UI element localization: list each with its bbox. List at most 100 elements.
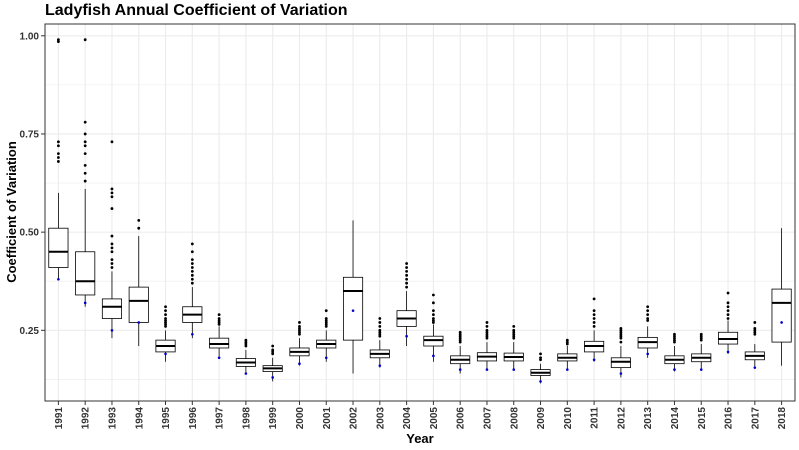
outlier-point: [110, 140, 114, 144]
x-tick-label: 2002: [349, 407, 360, 430]
outlier-point: [137, 226, 141, 230]
outlier-point: [619, 336, 623, 340]
outlier-point: [619, 330, 623, 334]
outlier-point: [405, 281, 409, 285]
box-2006: [450, 330, 471, 374]
outlier-point: [83, 163, 87, 167]
outlier-point: [244, 342, 248, 346]
outlier-point: [673, 338, 676, 342]
box-2015: [691, 332, 712, 371]
mean-point: [351, 309, 355, 312]
mean-point: [271, 376, 274, 379]
box-1996: [182, 242, 203, 339]
outlier-point: [512, 332, 516, 336]
box-2013: [637, 305, 658, 358]
outlier-point: [271, 350, 275, 354]
outlier-point: [83, 152, 87, 155]
outlier-point: [753, 326, 757, 330]
outlier-point: [592, 313, 596, 317]
outlier-point: [539, 352, 542, 356]
y-tick-label: 0.25: [20, 326, 40, 337]
outlier-point: [217, 321, 221, 324]
outlier-point: [485, 324, 489, 328]
outlier-point: [753, 330, 757, 334]
outlier-point: [190, 258, 194, 262]
outlier-point: [378, 328, 382, 332]
outlier-point: [164, 319, 167, 322]
outlier-point: [164, 305, 167, 309]
outlier-point: [485, 330, 489, 334]
outlier-point: [485, 321, 489, 324]
outlier-point: [56, 38, 60, 42]
y-axis-label: Coefficient of Variation: [4, 141, 19, 283]
outlier-point: [190, 250, 194, 254]
outlier-point: [431, 319, 435, 322]
outlier-point: [298, 326, 301, 330]
outlier-point: [271, 352, 275, 356]
outlier-point: [244, 340, 248, 344]
outlier-point: [592, 324, 596, 328]
outlier-point: [324, 309, 328, 313]
outlier-point: [458, 336, 462, 340]
outlier-point: [726, 301, 730, 305]
outlier-point: [726, 309, 730, 313]
box-iqr: [342, 276, 364, 341]
x-tick-label: 1995: [161, 407, 172, 430]
outlier-point: [673, 332, 676, 336]
outlier-point: [699, 332, 703, 336]
outlier-point: [164, 321, 167, 324]
box-2008: [503, 324, 524, 371]
outlier-point: [378, 334, 382, 338]
outlier-point: [244, 338, 248, 342]
x-tick-label: 1991: [54, 407, 65, 430]
outlier-point: [539, 358, 542, 362]
mean-point: [137, 321, 141, 324]
outlier-point: [431, 321, 435, 324]
outlier-point: [512, 330, 516, 334]
outlier-point: [298, 321, 301, 324]
outlier-point: [753, 332, 757, 336]
outlier-point: [485, 336, 489, 340]
outlier-point: [271, 344, 275, 348]
outlier-point: [110, 246, 114, 250]
outlier-point: [699, 334, 703, 338]
mean-point: [324, 356, 328, 360]
outlier-point: [298, 328, 301, 332]
mean-point: [110, 329, 114, 332]
x-tick-label: 2009: [536, 407, 547, 430]
x-tick-label: 2013: [643, 407, 654, 430]
outlier-point: [673, 340, 676, 344]
x-tick-label: 2006: [456, 407, 467, 430]
outlier-point: [619, 328, 623, 332]
outlier-point: [726, 305, 730, 309]
outlier-point: [512, 324, 516, 328]
mean-point: [244, 372, 248, 375]
x-tick-label: 2018: [777, 407, 788, 430]
mean-point: [753, 366, 757, 369]
outlier-point: [646, 309, 650, 313]
outlier-point: [83, 171, 87, 175]
mean-point: [592, 358, 596, 362]
outlier-point: [164, 313, 167, 317]
x-tick-label: 2011: [590, 407, 601, 429]
box-2005: [423, 293, 444, 362]
outlier-point: [405, 266, 409, 269]
outlier-point: [83, 144, 87, 148]
outlier-point: [753, 321, 757, 324]
outlier-point: [324, 323, 328, 326]
y-tick-label: 1.00: [20, 31, 40, 42]
outlier-point: [405, 273, 409, 277]
box-iqr: [48, 227, 69, 268]
outlier-point: [110, 250, 114, 254]
box-1991: [48, 38, 69, 281]
mean-point: [673, 368, 676, 371]
outlier-point: [110, 195, 114, 199]
chart-title: Ladyfish Annual Coefficient of Variation: [45, 2, 348, 19]
outlier-point: [726, 317, 730, 320]
x-tick-label: 2001: [322, 407, 333, 430]
box-1993: [101, 140, 123, 339]
outlier-point: [164, 317, 167, 320]
x-tick-label: 2015: [697, 407, 708, 430]
x-tick-label: 1999: [268, 407, 279, 430]
box-1997: [209, 313, 230, 360]
